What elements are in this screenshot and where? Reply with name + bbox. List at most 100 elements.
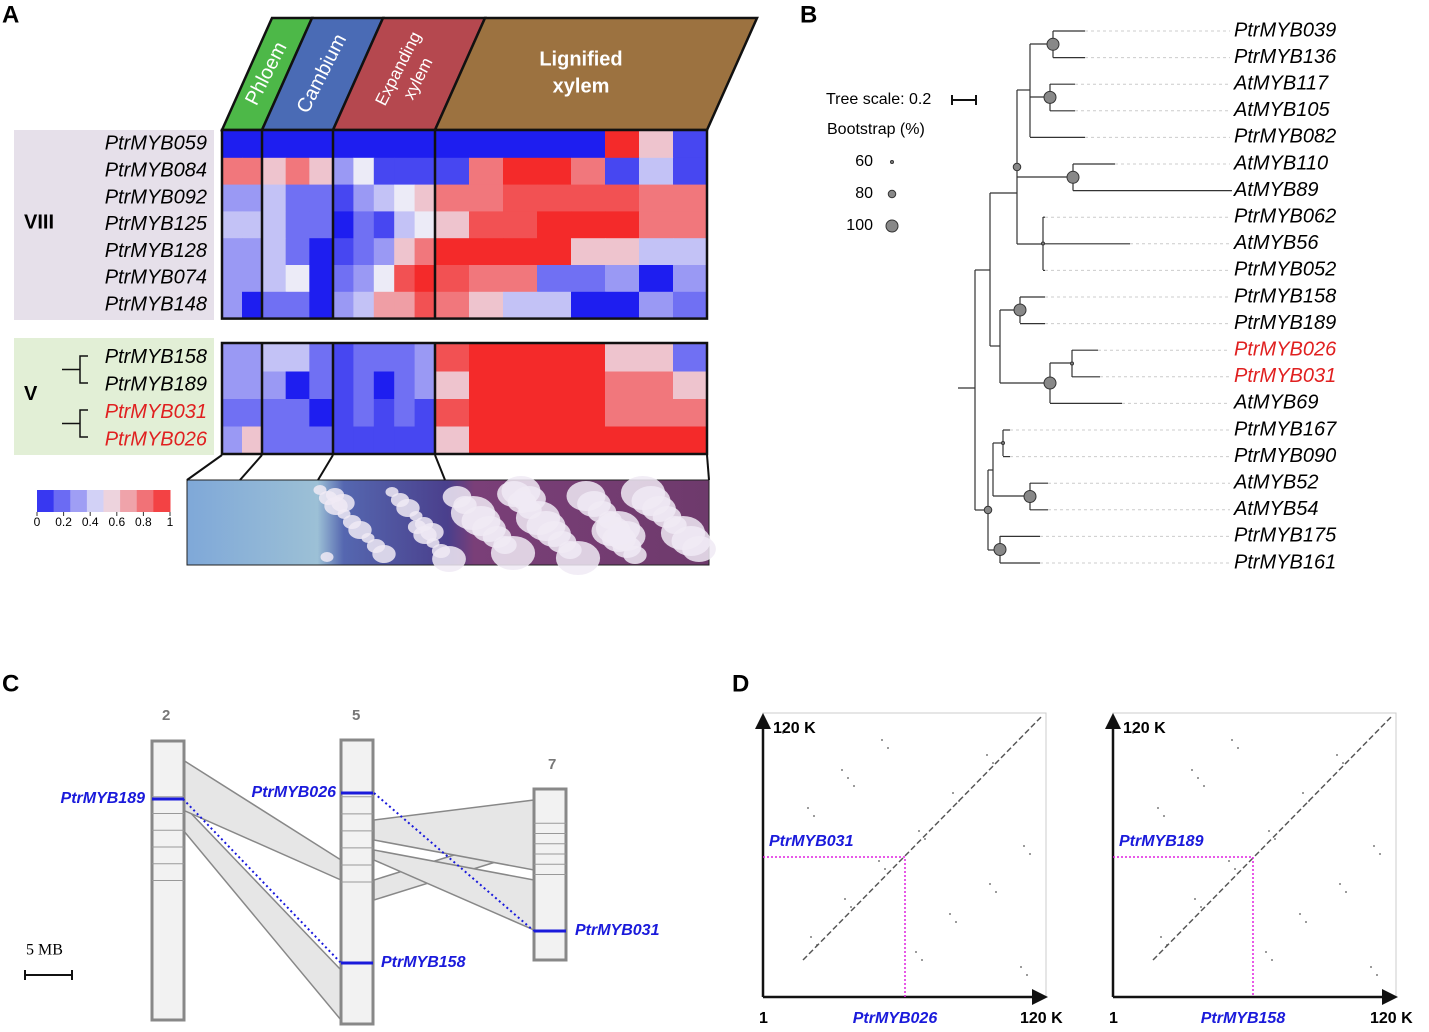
dot [847, 777, 849, 779]
heatmap-cell [353, 131, 375, 159]
heatmap-cell [503, 291, 538, 320]
heatmap-cell [222, 184, 243, 212]
heatmap-cell [394, 131, 416, 159]
heatmap-cell [222, 291, 243, 320]
dot-segment [1012, 741, 1018, 747]
gene-label: PtrMYB189 [61, 790, 146, 807]
dot-segment [886, 869, 892, 875]
panel-label: B [800, 1, 817, 28]
dot-segment [1182, 924, 1188, 930]
heatmap-cell [673, 344, 708, 372]
heatmap-cell [309, 426, 334, 455]
leaf-label: PtrMYB136 [1234, 46, 1337, 68]
heatmap-cell [353, 238, 375, 266]
heatmap-cell [469, 344, 504, 372]
dot [958, 800, 960, 802]
heatmap-cell [373, 344, 395, 372]
heatmap-cell [469, 238, 504, 266]
dot-segment [1254, 851, 1260, 857]
bootstrap-node [1043, 90, 1057, 104]
heatmap-cell [435, 399, 470, 427]
gene-label: PtrMYB125 [105, 213, 208, 235]
heatmap-cell [373, 265, 395, 293]
bootstrap-level: 100 [846, 217, 873, 234]
heatmap-cell [285, 211, 310, 239]
bootstrap-level: 60 [855, 153, 873, 170]
heatmap-cell [394, 291, 416, 320]
leaf-label: AtMYB52 [1233, 471, 1318, 493]
heatmap-cell [373, 157, 395, 186]
heatmap-cell [285, 291, 310, 320]
gene-label: PtrMYB026 [105, 429, 208, 451]
axis-arrow [1382, 989, 1398, 1005]
panel-label: C [2, 670, 19, 697]
leaf-label: PtrMYB026 [1234, 338, 1337, 360]
heatmap-cell [333, 426, 354, 455]
chromosome-label: 7 [548, 756, 556, 773]
heatmap-cell [262, 371, 287, 400]
bootstrap-node [1041, 241, 1045, 246]
dot [853, 785, 855, 787]
heatmap-cell [673, 371, 708, 400]
dot [918, 830, 920, 832]
heatmap-cell [571, 184, 606, 212]
colorbar-block [53, 490, 71, 512]
dot [924, 838, 926, 840]
leaf-label: PtrMYB175 [1234, 525, 1337, 547]
heatmap-cell [333, 265, 354, 293]
heatmap-cell [353, 344, 375, 372]
leaf-label: PtrMYB039 [1234, 19, 1336, 41]
heatmap-cell [262, 157, 287, 186]
dot-segment [1278, 826, 1284, 832]
dot-segment [838, 918, 844, 924]
heatmap-cell [673, 265, 708, 293]
gene-label: PtrMYB074 [105, 267, 207, 289]
heatmap-cell [503, 399, 538, 427]
bootstrap-node [1070, 361, 1074, 366]
dot [1237, 747, 1239, 749]
heatmap-cell [639, 265, 674, 293]
heatmap-cell [222, 157, 243, 186]
bootstrap-node [993, 543, 1007, 556]
heatmap-cell [333, 184, 354, 212]
heatmap-cell [394, 157, 416, 186]
heatmap-cell [469, 157, 504, 186]
guide-line [763, 856, 906, 997]
line [186, 454, 223, 481]
heatmap-cell [537, 371, 572, 400]
heatmap-cell [373, 291, 395, 320]
gene-label: PtrMYB158 [105, 346, 207, 368]
cell [606, 521, 646, 551]
line [706, 454, 710, 481]
heatmap-cell [373, 371, 395, 400]
leaf-label: AtMYB110 [1233, 152, 1328, 174]
group-label: VIII [24, 211, 54, 233]
dot-segment [1320, 783, 1326, 790]
leaf-label: AtMYB56 [1233, 232, 1319, 254]
gene-label: PtrMYB158 [381, 954, 466, 971]
dot-segment [844, 912, 850, 918]
dot [807, 807, 809, 809]
gene-label: PtrMYB148 [105, 293, 207, 315]
line [373, 792, 535, 932]
bootstrap-key [885, 219, 899, 233]
axis-arrow [1032, 989, 1048, 1005]
heatmap-cell [469, 291, 504, 320]
dot-segment [832, 924, 838, 930]
dot-segment [1350, 753, 1356, 759]
heatmap-cell [639, 344, 674, 372]
panel-label: D [732, 670, 749, 697]
heatmap-cell [353, 265, 375, 293]
heatmap-cell [333, 157, 354, 186]
leaf-label: PtrMYB031 [1234, 365, 1336, 387]
dot [1336, 754, 1338, 756]
dot [1020, 966, 1022, 968]
heatmap-cell [469, 265, 504, 293]
dot-segment [1290, 814, 1296, 820]
heatmap-cell [414, 371, 436, 400]
dot [1191, 769, 1193, 771]
synteny-ribbon [182, 758, 342, 882]
dot [1231, 739, 1233, 741]
heatmap-cell [503, 238, 538, 266]
heatmap-cell [353, 426, 375, 455]
